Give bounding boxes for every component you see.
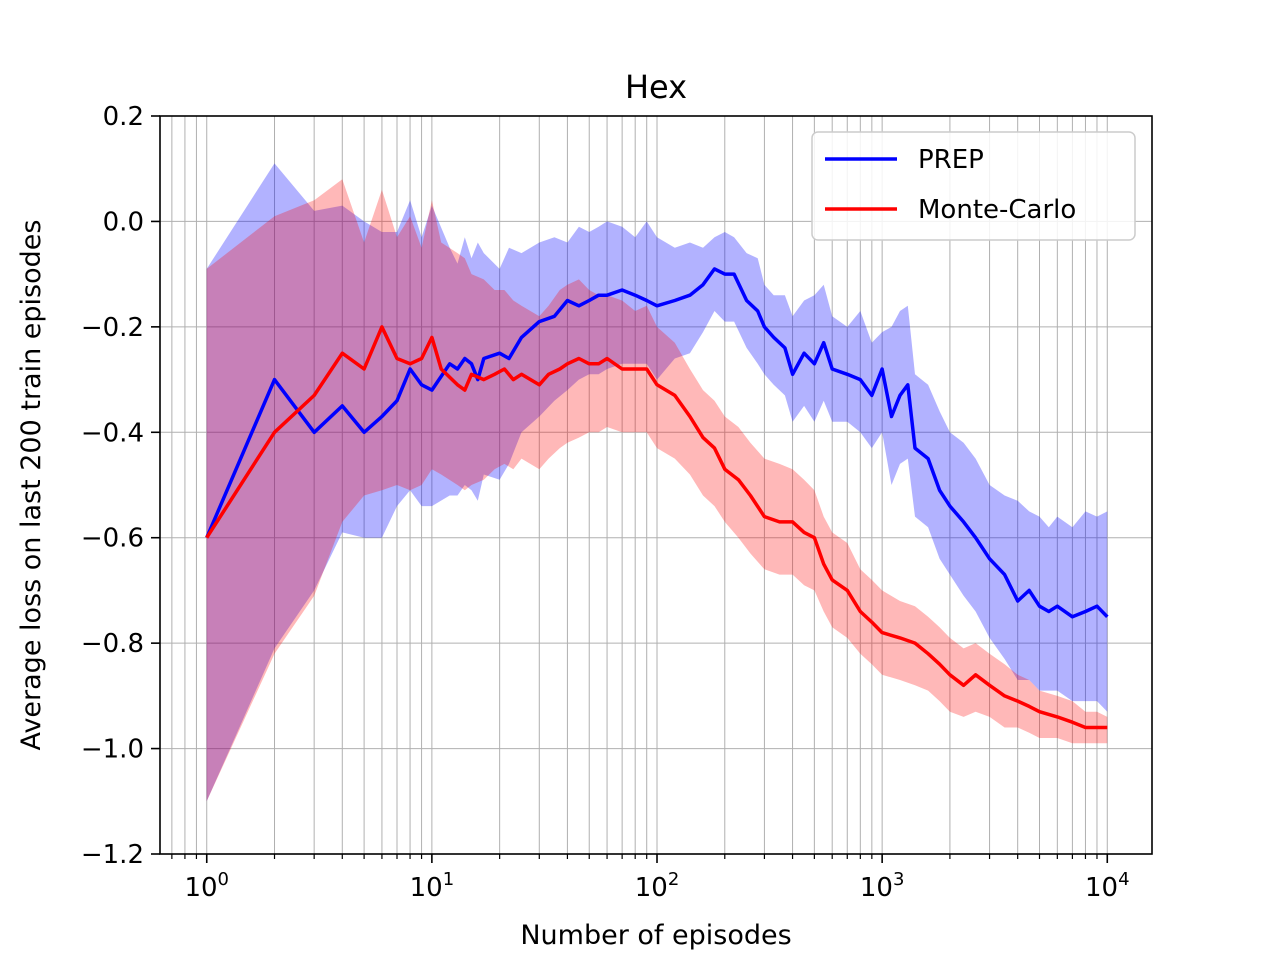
- y-tick-label: −0.2: [81, 313, 144, 343]
- band-prep: [206, 163, 1108, 802]
- plot-frame: [159, 115, 1153, 855]
- x-tick-label: 102: [635, 869, 680, 903]
- line-prep: [205, 267, 1109, 619]
- y-tick-label: −0.8: [81, 629, 144, 659]
- x-tick-label: 100: [184, 869, 229, 903]
- y-tick-label: −1.0: [81, 735, 144, 765]
- y-tick-label: −0.4: [81, 418, 144, 448]
- legend-label-monte-carlo: Monte-Carlo: [918, 195, 1076, 225]
- chart-title: Hex: [625, 68, 687, 106]
- y-tick-label: 0.0: [103, 207, 144, 237]
- x-tick-label: 103: [860, 869, 905, 903]
- axis-ticks: [151, 115, 1109, 863]
- y-tick-label: −1.2: [81, 840, 144, 870]
- line-monte-carlo: [205, 325, 1108, 730]
- legend-label-prep: PREP: [918, 145, 984, 175]
- legend: PREP Monte-Carlo: [811, 131, 1136, 241]
- x-tick-label: 104: [1085, 869, 1130, 903]
- y-tick-label: −0.6: [81, 524, 144, 554]
- confidence-bands: [206, 163, 1108, 802]
- x-axis-label: Number of episodes: [520, 920, 791, 951]
- band-monte-carlo: [206, 179, 1108, 802]
- x-tick-labels: 100 101 102 103 104: [184, 869, 1129, 903]
- y-tick-label: 0.2: [103, 102, 144, 132]
- y-axis-label: Average loss on last 200 train episodes: [16, 220, 47, 751]
- series-lines: [205, 267, 1109, 730]
- y-tick-labels: 0.2 0.0 −0.2 −0.4 −0.6 −0.8 −1.0 −1.2: [81, 102, 144, 870]
- x-tick-label: 101: [410, 869, 455, 903]
